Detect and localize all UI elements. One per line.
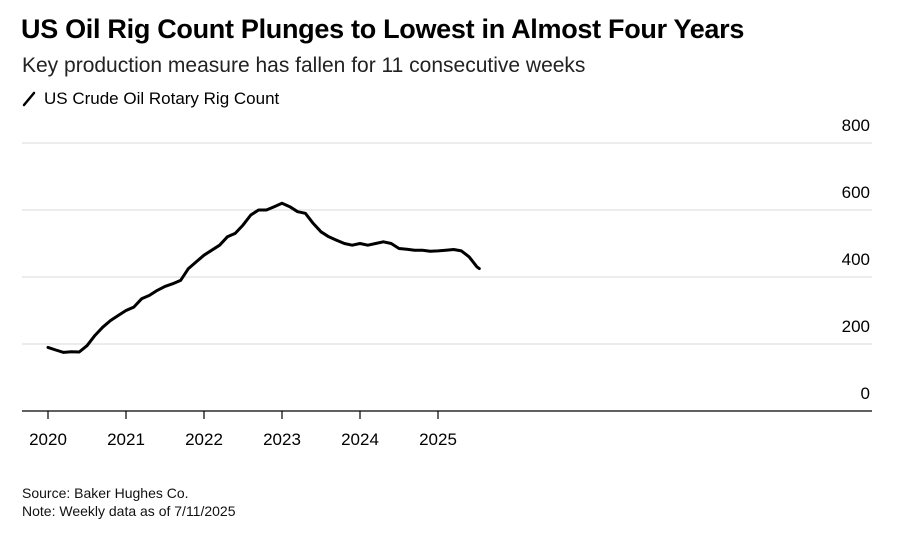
legend-label: US Crude Oil Rotary Rig Count — [44, 89, 280, 108]
source-note: Source: Baker Hughes Co. — [22, 485, 189, 501]
gridlines — [22, 142, 872, 345]
y-tick-label-200: 200 — [842, 317, 870, 336]
x-tick-label-2022: 2022 — [185, 430, 223, 449]
legend: US Crude Oil Rotary Rig Count — [22, 89, 279, 109]
data-note: Note: Weekly data as of 7/11/2025 — [22, 503, 236, 519]
legend-line-icon — [22, 91, 36, 107]
y-axis-tick-labels: 0 200 400 600 800 — [842, 116, 870, 403]
x-tick-label-2020: 2020 — [29, 430, 67, 449]
y-tick-label-800: 800 — [842, 116, 870, 135]
x-tick-label-2021: 2021 — [107, 430, 145, 449]
x-tick-label-2024: 2024 — [341, 430, 379, 449]
x-axis: 2020 2021 2022 2023 2024 2025 — [22, 410, 872, 449]
x-tick-label-2023: 2023 — [263, 430, 301, 449]
y-tick-label-400: 400 — [842, 250, 870, 269]
x-tick-label-2025: 2025 — [419, 430, 457, 449]
y-tick-label-0: 0 — [861, 384, 870, 403]
chart-subtitle: Key production measure has fallen for 11… — [22, 54, 586, 77]
series-line-0 — [46, 201, 481, 354]
chart-title: US Oil Rig Count Plunges to Lowest in Al… — [21, 14, 745, 44]
y-tick-label-600: 600 — [842, 183, 870, 202]
series-layer — [46, 201, 481, 354]
